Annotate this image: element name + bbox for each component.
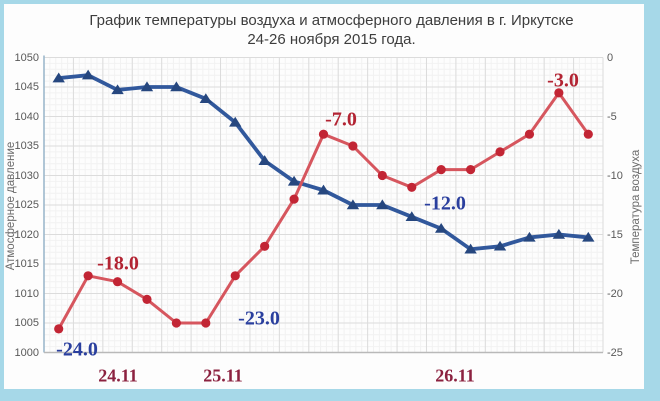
left-axis-tick-label: 1020 — [14, 228, 39, 241]
pressure-marker — [258, 155, 271, 165]
pressure-marker — [81, 69, 95, 80]
temperature-annotation-min: -23.0 — [238, 307, 280, 330]
temperature-marker — [54, 324, 64, 334]
left-axis-tick-label: 1035 — [14, 140, 39, 152]
temperature-marker — [201, 318, 211, 328]
left-axis-tick-label: 1010 — [14, 287, 39, 300]
temperature-marker — [289, 194, 299, 204]
temperature-marker — [260, 241, 270, 251]
temperature-marker — [83, 271, 93, 281]
temperature-marker — [495, 147, 505, 157]
temperature-marker — [230, 271, 240, 281]
temperature-marker — [318, 129, 329, 139]
pressure-marker — [493, 240, 507, 251]
right-axis-tick-label: -10 — [607, 169, 623, 182]
right-axis-tick-label: -15 — [607, 228, 623, 241]
temperature-marker — [407, 182, 417, 192]
x-axis-day-label: 26.11 — [435, 365, 475, 386]
right-axis-title: Температура воздуха — [630, 149, 642, 265]
pressure-marker — [376, 199, 389, 210]
pressure-marker — [140, 81, 154, 92]
pressure-marker — [434, 223, 448, 233]
pressure-marker — [464, 243, 477, 254]
left-axis-tick-label: 1030 — [14, 169, 39, 182]
left-axis-tick-label: 1005 — [14, 317, 39, 329]
chart-title: График температуры воздуха и атмосферног… — [59, 12, 604, 49]
temperature-marker — [466, 165, 476, 175]
temperature-marker — [524, 129, 535, 139]
temperature-marker — [348, 141, 358, 151]
temperature-marker — [112, 277, 123, 287]
pressure-marker — [317, 184, 330, 195]
right-axis-tick-label: 0 — [607, 51, 614, 64]
pressure-marker — [199, 93, 213, 103]
temperature-marker — [583, 129, 593, 139]
right-axis-tick-label: -5 — [607, 110, 617, 123]
temperature-marker — [171, 318, 181, 328]
temperature-marker — [377, 170, 387, 181]
pressure-marker — [287, 175, 301, 186]
pressure-marker — [229, 116, 242, 127]
left-axis-tick-label: 1015 — [14, 258, 39, 270]
chart-title-line2: 24-26 ноября 2015 года. — [247, 30, 416, 48]
temperature-marker — [554, 88, 564, 98]
pressure-marker — [523, 231, 536, 242]
pressure-marker — [405, 211, 418, 221]
left-axis-tick-label: 1045 — [14, 81, 39, 93]
chart-title-line1: График температуры воздуха и атмосферног… — [89, 12, 574, 29]
pressure-marker — [582, 231, 595, 242]
chart-panel: График температуры воздуха и атмосферног… — [4, 4, 644, 389]
left-axis-title: Атмосферное давление — [5, 141, 17, 271]
pressure-marker — [346, 199, 360, 210]
temperature-annotation-min: -12.0 — [424, 192, 466, 215]
temperature-annotation-max: -3.0 — [547, 69, 579, 92]
pressure-marker — [552, 228, 566, 239]
x-axis-day-label: 25.11 — [203, 365, 243, 386]
left-axis-tick-label: 1040 — [14, 110, 39, 123]
pressure-marker — [52, 72, 65, 83]
temperature-annotation-max: -18.0 — [97, 252, 139, 275]
x-axis-day-label: 24.11 — [98, 365, 138, 386]
left-axis-tick-label: 1050 — [14, 51, 39, 64]
temperature-annotation-min: -24.0 — [56, 338, 98, 361]
temperature-marker — [142, 294, 152, 304]
left-axis-tick-label: 1025 — [14, 199, 39, 211]
left-axis-tick-label: 1000 — [14, 346, 39, 359]
temperature-annotation-max: -7.0 — [325, 108, 357, 131]
right-axis-tick-label: -20 — [607, 287, 623, 300]
pressure-marker — [111, 84, 124, 95]
pressure-marker — [170, 81, 183, 92]
temperature-marker — [436, 165, 446, 175]
right-axis-tick-label: -25 — [607, 346, 623, 359]
